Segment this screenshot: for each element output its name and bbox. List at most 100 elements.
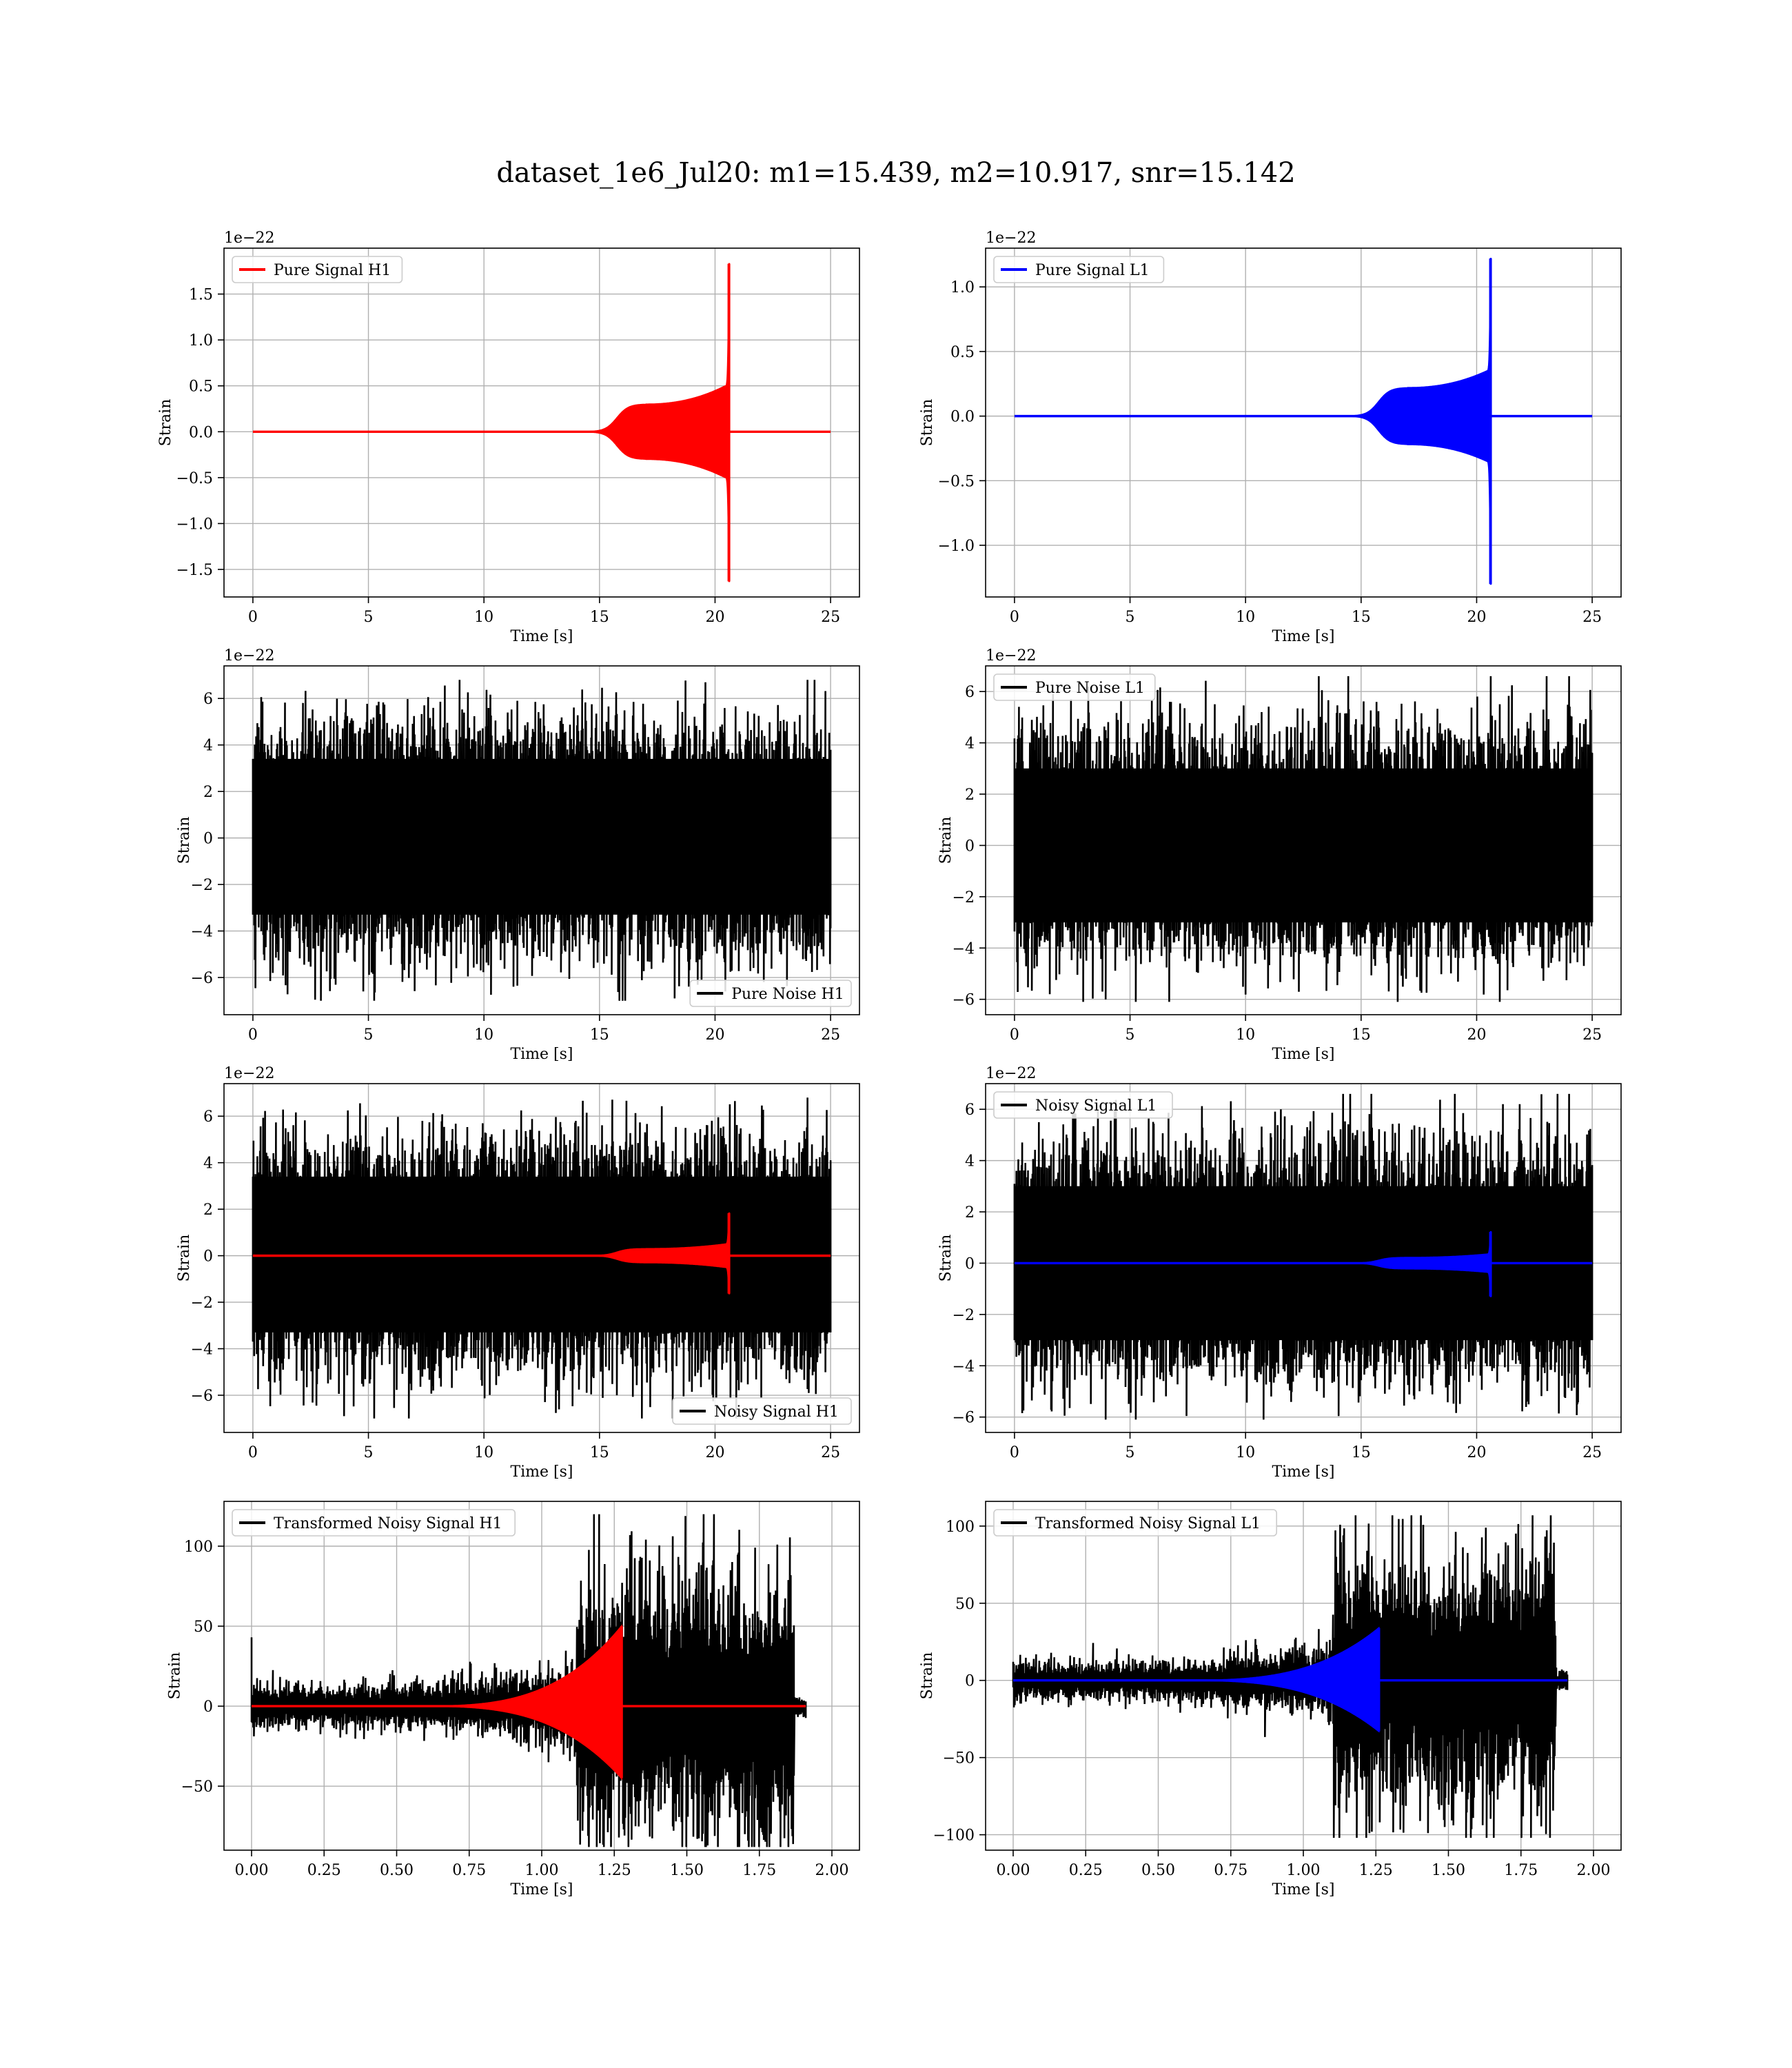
subplot-transformed-noisy-signal-h1: 0.00 0.25 0.50 0.75 1.00 1.25 1.50 1.75 2.00 Time… xyxy=(167,1501,860,1898)
x-tick-label: 20 xyxy=(1467,1444,1486,1461)
plot-area xyxy=(252,680,832,1001)
x-axis: 0 5 10 15 20 25 Time [s] xyxy=(1010,1015,1602,1063)
y-tick-label: −2 xyxy=(953,889,975,906)
legend: Pure Signal L1 xyxy=(993,256,1165,283)
x-tick-label: 0.25 xyxy=(307,1862,341,1879)
x-axis: 0 5 10 15 20 25 Time [s] xyxy=(248,1015,840,1063)
offset-label: 1e−22 xyxy=(986,1065,1036,1082)
x-tick-label: 1.75 xyxy=(1504,1862,1538,1879)
legend-label: Transformed Noisy Signal L1 xyxy=(1035,1515,1261,1532)
y-axis: −6 −4 −2 0 2 4 6 Strain xyxy=(176,691,224,987)
x-tick-label: 15 xyxy=(1352,609,1371,626)
y-tick-label: −0.5 xyxy=(938,473,975,490)
y-axis: −50 0 50 100 Strain xyxy=(167,1539,224,1796)
plot-area xyxy=(1014,258,1593,585)
y-tick-label: −6 xyxy=(191,970,213,987)
subplot-pure-noise-h1: 0 5 10 15 20 25 Time [s] −6 −4 −2 0 2 4 6 Strain 1e−22 P… xyxy=(176,647,860,1063)
subplot-transformed-noisy-signal-l1: 0.00 0.25 0.50 0.75 1.00 1.25 1.50 1.75 2.00 Time… xyxy=(919,1501,1622,1898)
axes-frame xyxy=(985,247,1622,598)
series-pure-signal-h1 xyxy=(587,263,731,582)
x-tick-label: 15 xyxy=(1352,1444,1371,1461)
x-axis: 0 5 10 15 20 25 Time [s] xyxy=(1010,1432,1602,1481)
y-tick-label: 50 xyxy=(194,1619,213,1636)
x-tick-label: 0 xyxy=(1010,1444,1019,1461)
series-noisy-signal-l1 xyxy=(1013,1093,1594,1420)
y-tick-label: 100 xyxy=(946,1519,975,1536)
subplot-pure-signal-h1: 0 5 10 15 20 25 Time [s] −1.5 −1.0 −0.5 0.0 0.5 1.0 1… xyxy=(157,230,860,645)
y-tick-label: 6 xyxy=(203,691,213,708)
offset-label: 1e−22 xyxy=(224,647,274,665)
x-tick-label: 0.00 xyxy=(997,1862,1030,1879)
x-axis-label: Time [s] xyxy=(1272,628,1334,645)
series-transformed-noisy-signal-h1 xyxy=(250,1514,807,1847)
subplot-pure-noise-l1: 0 5 10 15 20 25 Time [s] −6 −4 −2 0 2 4 6 Strain 1e−22 P… xyxy=(937,647,1622,1063)
legend-box xyxy=(993,256,1165,283)
y-tick-label: −100 xyxy=(933,1827,975,1845)
legend-label: Pure Noise H1 xyxy=(731,986,844,1003)
y-tick-label: −2 xyxy=(953,1307,975,1324)
x-tick-label: 0 xyxy=(1010,609,1019,626)
y-tick-label: 0.5 xyxy=(189,378,213,396)
x-axis-label: Time [s] xyxy=(510,1881,573,1898)
plot-area xyxy=(1013,1093,1594,1420)
x-tick-label: 20 xyxy=(705,1026,724,1044)
y-axis: −6 −4 −2 0 2 4 6 Strain xyxy=(937,1102,986,1427)
x-tick-label: 5 xyxy=(1126,1444,1135,1461)
y-tick-label: 1.5 xyxy=(189,287,213,304)
plot-area xyxy=(252,263,831,582)
x-tick-label: 0 xyxy=(248,1026,258,1044)
legend: Transformed Noisy Signal L1 xyxy=(993,1509,1278,1537)
x-tick-label: 0.75 xyxy=(452,1862,486,1879)
x-tick-label: 5 xyxy=(364,1026,374,1044)
y-tick-label: −4 xyxy=(953,940,975,957)
legend-label: Pure Noise L1 xyxy=(1035,680,1145,697)
x-tick-label: 1.25 xyxy=(598,1862,631,1879)
legend-box xyxy=(689,980,852,1007)
legend: Pure Signal H1 xyxy=(232,256,403,283)
y-tick-label: 4 xyxy=(203,738,213,755)
legend-label: Noisy Signal L1 xyxy=(1035,1097,1157,1115)
legend-box xyxy=(232,256,403,283)
x-tick-label: 1.25 xyxy=(1359,1862,1393,1879)
x-tick-label: 20 xyxy=(705,609,724,626)
x-tick-label: 20 xyxy=(1467,609,1486,626)
x-tick-label: 25 xyxy=(1582,1026,1602,1044)
legend: Noisy Signal L1 xyxy=(993,1091,1173,1119)
x-tick-label: 10 xyxy=(1236,609,1255,626)
series-noisy-signal-h1 xyxy=(252,1097,832,1419)
y-tick-label: 1.0 xyxy=(189,332,213,349)
subplot-pure-signal-l1: 0 5 10 15 20 25 Time [s] −1.0 −0.5 0.0 0.5 1.0 Strai… xyxy=(919,230,1622,645)
x-tick-label: 1.00 xyxy=(1287,1862,1321,1879)
legend: Noisy Signal H1 xyxy=(672,1397,852,1425)
y-tick-label: 2 xyxy=(203,1202,213,1219)
x-axis-label: Time [s] xyxy=(1272,1046,1334,1063)
x-axis-label: Time [s] xyxy=(510,1463,573,1481)
y-tick-label: 6 xyxy=(203,1108,213,1126)
x-axis: 0.00 0.25 0.50 0.75 1.00 1.25 1.50 1.75 2.00 Time… xyxy=(997,1850,1610,1898)
y-tick-label: 0.0 xyxy=(950,409,975,426)
y-tick-label: 0 xyxy=(965,1673,975,1690)
x-axis: 0 5 10 15 20 25 Time [s] xyxy=(248,597,840,645)
plot-area xyxy=(1012,1515,1569,1838)
y-tick-label: −50 xyxy=(181,1778,213,1796)
y-axis-label: Strain xyxy=(919,399,936,447)
x-tick-label: 5 xyxy=(1126,609,1135,626)
y-tick-label: −4 xyxy=(953,1358,975,1375)
legend-label: Transformed Noisy Signal H1 xyxy=(274,1515,502,1532)
y-tick-label: 0 xyxy=(203,1248,213,1266)
x-tick-label: 0 xyxy=(1010,1026,1019,1044)
x-tick-label: 10 xyxy=(474,609,493,626)
y-tick-label: 100 xyxy=(184,1539,213,1556)
y-axis: −1.5 −1.0 −0.5 0.0 0.5 1.0 1.5 Strain xyxy=(157,287,224,579)
x-tick-label: 0.50 xyxy=(380,1862,414,1879)
axes-frame xyxy=(985,665,1622,1015)
y-tick-label: −1.0 xyxy=(176,516,213,533)
x-tick-label: 20 xyxy=(705,1444,724,1461)
y-tick-label: 0 xyxy=(965,1255,975,1273)
x-axis: 0 5 10 15 20 25 Time [s] xyxy=(1010,597,1602,645)
axes-frame xyxy=(985,1083,1622,1433)
x-tick-label: 0 xyxy=(248,1444,258,1461)
x-tick-label: 1.50 xyxy=(670,1862,704,1879)
y-tick-label: 50 xyxy=(955,1596,975,1613)
legend-box xyxy=(672,1397,852,1425)
